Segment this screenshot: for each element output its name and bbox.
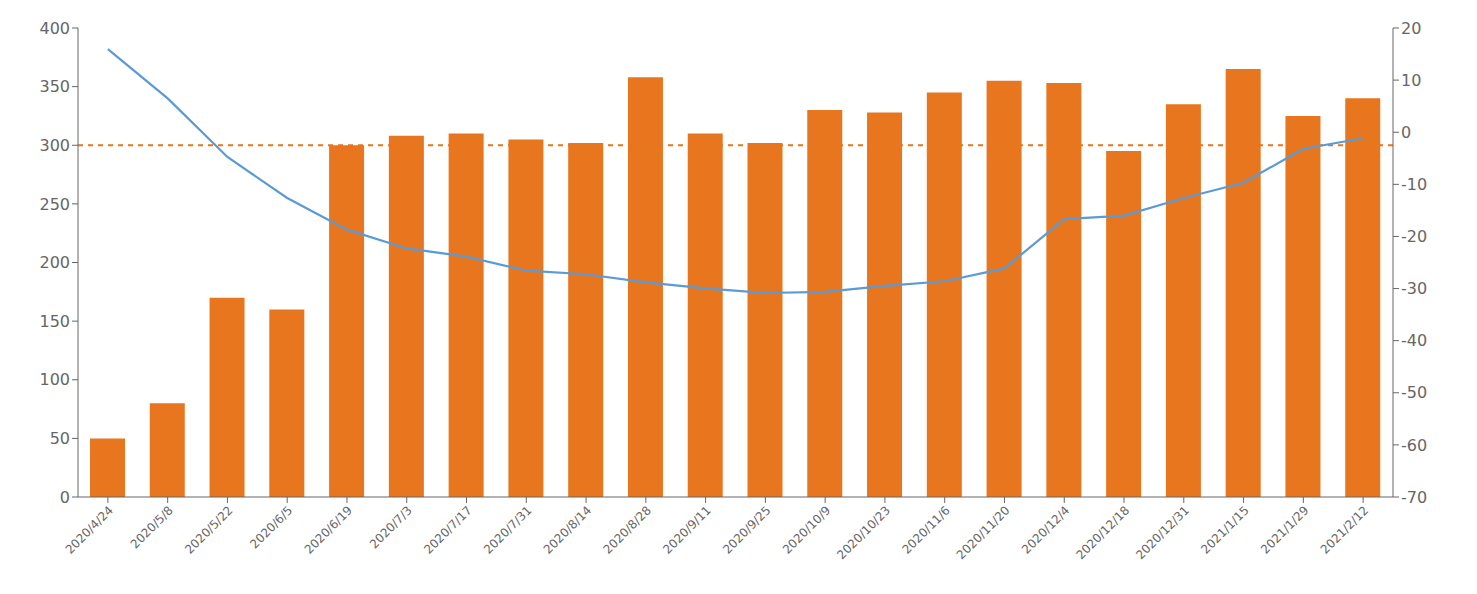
svg-text:0: 0 (1401, 123, 1411, 142)
svg-text:150: 150 (39, 312, 70, 331)
svg-text:250: 250 (39, 195, 70, 214)
svg-text:2020/12/4: 2020/12/4 (1019, 503, 1072, 556)
svg-text:-70: -70 (1401, 488, 1427, 507)
svg-text:2020/5/22: 2020/5/22 (182, 503, 235, 556)
svg-text:2020/10/23: 2020/10/23 (834, 503, 893, 562)
svg-text:2020/9/25: 2020/9/25 (720, 503, 773, 556)
svg-text:-10: -10 (1401, 175, 1427, 194)
svg-text:2020/6/19: 2020/6/19 (302, 503, 355, 556)
svg-text:2020/8/28: 2020/8/28 (601, 503, 654, 556)
svg-text:2020/12/18: 2020/12/18 (1073, 503, 1132, 562)
svg-text:2020/7/3: 2020/7/3 (367, 503, 415, 551)
svg-text:-40: -40 (1401, 331, 1427, 350)
svg-text:2020/10/9: 2020/10/9 (780, 503, 833, 556)
svg-text:2021/1/15: 2021/1/15 (1198, 503, 1251, 556)
svg-text:-60: -60 (1401, 436, 1427, 455)
svg-text:2020/11/20: 2020/11/20 (954, 503, 1013, 562)
svg-text:300: 300 (39, 136, 70, 155)
svg-text:2021/1/29: 2021/1/29 (1258, 503, 1311, 556)
svg-text:2020/7/31: 2020/7/31 (481, 503, 534, 556)
svg-text:10: 10 (1401, 71, 1421, 90)
svg-text:2021/2/12: 2021/2/12 (1318, 503, 1371, 556)
svg-text:50: 50 (50, 429, 70, 448)
svg-text:20: 20 (1401, 19, 1421, 38)
svg-text:2020/9/11: 2020/9/11 (660, 503, 713, 556)
svg-text:350: 350 (39, 77, 70, 96)
svg-text:2020/12/31: 2020/12/31 (1133, 503, 1192, 562)
svg-text:200: 200 (39, 253, 70, 272)
svg-text:-30: -30 (1401, 279, 1427, 298)
svg-text:100: 100 (39, 370, 70, 389)
svg-text:2020/4/24: 2020/4/24 (63, 503, 116, 556)
svg-text:2020/7/17: 2020/7/17 (421, 503, 474, 556)
svg-text:400: 400 (39, 19, 70, 38)
svg-text:2020/5/8: 2020/5/8 (128, 503, 176, 551)
svg-text:0: 0 (60, 488, 70, 507)
svg-text:-20: -20 (1401, 227, 1427, 246)
svg-text:2020/6/5: 2020/6/5 (247, 503, 295, 551)
svg-text:2020/8/14: 2020/8/14 (541, 503, 594, 556)
svg-text:-50: -50 (1401, 383, 1427, 402)
svg-text:2020/11/6: 2020/11/6 (899, 503, 952, 556)
